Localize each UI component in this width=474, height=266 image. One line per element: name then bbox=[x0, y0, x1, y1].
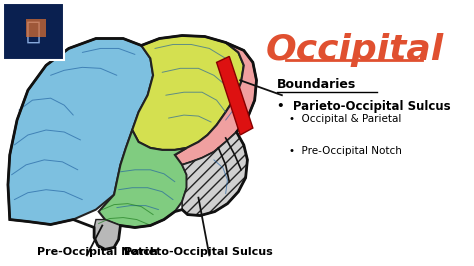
Text: Pre-Occipital Notch: Pre-Occipital Notch bbox=[37, 247, 158, 257]
Text: Boundaries: Boundaries bbox=[277, 78, 356, 91]
Polygon shape bbox=[132, 36, 244, 150]
Polygon shape bbox=[217, 56, 253, 135]
Text: •  Pre-Occipital Notch: • Pre-Occipital Notch bbox=[289, 146, 402, 156]
Text: •  Parieto-Occipital Sulcus: • Parieto-Occipital Sulcus bbox=[277, 100, 451, 113]
Text: •  Occipital & Parietal: • Occipital & Parietal bbox=[289, 114, 401, 124]
Text: Parieto-Occipital Sulcus: Parieto-Occipital Sulcus bbox=[124, 247, 273, 257]
Text: 👤: 👤 bbox=[26, 19, 41, 44]
Polygon shape bbox=[94, 219, 120, 250]
Polygon shape bbox=[175, 43, 256, 165]
Polygon shape bbox=[99, 130, 187, 227]
Polygon shape bbox=[182, 132, 247, 215]
FancyBboxPatch shape bbox=[2, 3, 64, 60]
FancyBboxPatch shape bbox=[26, 19, 46, 36]
Text: Occipital: Occipital bbox=[265, 32, 444, 66]
Polygon shape bbox=[8, 39, 153, 225]
